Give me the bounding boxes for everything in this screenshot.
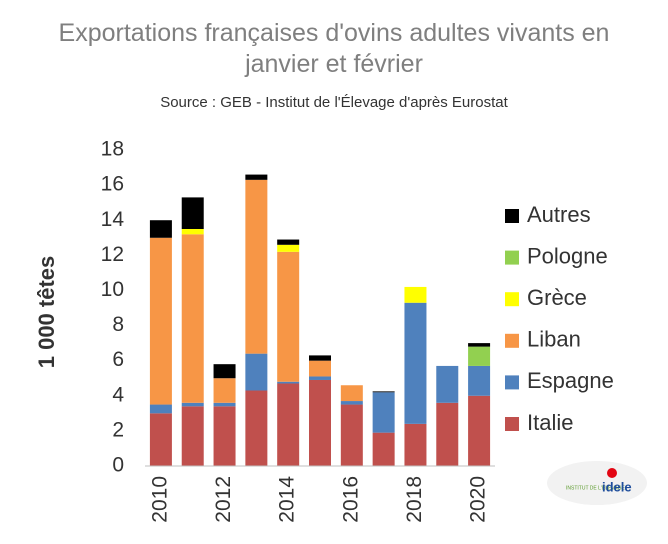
y-tick-label: 2 [112, 418, 124, 441]
y-tick-label: 6 [112, 348, 124, 371]
legend-swatch [505, 292, 519, 307]
chart-title: Exportations françaises d'ovins adultes … [58, 19, 610, 78]
bar-segment [436, 365, 459, 403]
chart-subtitle: Source : GEB - Institut de l'Élevage d'a… [160, 94, 508, 111]
x-tick-label: 2010 [148, 476, 171, 523]
y-tick-label: 16 [101, 173, 124, 196]
x-tick-label: 2020 [467, 476, 490, 523]
logo-brand: idele [602, 479, 632, 494]
bar-segment [245, 174, 268, 180]
legend-label: Autres [527, 202, 591, 227]
logo-dot [607, 468, 617, 478]
bar-segment [181, 197, 204, 229]
bar-segment [404, 302, 427, 424]
legend-label: Liban [527, 327, 581, 352]
bar-segment [404, 423, 427, 466]
bar-segment [309, 355, 331, 361]
bar-segment [181, 229, 204, 235]
bar-segment [213, 402, 236, 407]
bar-segment [149, 413, 172, 466]
bar-segment [340, 404, 363, 466]
bar-segment [245, 390, 268, 466]
bar-segment [213, 364, 236, 379]
legend-swatch [505, 375, 519, 390]
logo-bg [547, 461, 647, 505]
bar-segment [277, 383, 300, 466]
legend-swatch [505, 250, 519, 265]
bar-segment [277, 381, 300, 384]
bar-segment [149, 220, 172, 238]
bar-segment [213, 406, 236, 466]
y-axis-label: 1 000 têtes [34, 256, 59, 369]
legend-swatch [505, 417, 519, 431]
bar-segment [436, 402, 459, 466]
bar-segment [277, 239, 300, 245]
logo: INSTITUT DE L'ÉLEVAGE idele [547, 461, 647, 505]
y-tick-label: 18 [101, 138, 124, 161]
x-tick-label: 2014 [276, 476, 299, 523]
bar-segment [372, 392, 395, 433]
y-tick-label: 14 [101, 208, 125, 231]
y-tick-label: 0 [112, 454, 124, 477]
bar-segment [468, 365, 491, 396]
bar-segment [149, 237, 172, 405]
bar-segment [277, 244, 300, 252]
x-tick-label: 2018 [403, 476, 426, 523]
bar-segment [245, 353, 268, 391]
x-tick-label: 2016 [339, 476, 362, 523]
bar-segment [277, 251, 300, 382]
bar-segment [340, 385, 363, 402]
legend-swatch [505, 333, 519, 348]
x-tick-label: 2012 [212, 476, 235, 523]
bar-segment [372, 432, 395, 466]
bar-segment [245, 179, 268, 354]
legend-label: Italie [527, 410, 573, 435]
bar-segment [372, 391, 395, 393]
bar-segment [468, 395, 491, 466]
legend-swatch [505, 209, 519, 223]
legend-label: Grèce [527, 285, 587, 310]
logo-small: INSTITUT DE L'ÉLEVAGE [566, 484, 626, 491]
bar-segment [468, 346, 491, 366]
legend-label: Espagne [527, 368, 614, 393]
bar-segment [309, 376, 331, 380]
bar-segment [340, 401, 363, 405]
bar-segment [309, 360, 331, 377]
bar-segment [181, 234, 204, 403]
bar-segment [181, 402, 204, 407]
y-tick-label: 10 [101, 278, 124, 301]
bar-segment [181, 406, 204, 466]
bar-segment [468, 343, 491, 347]
legend-label: Pologne [527, 243, 608, 268]
bar-segment [404, 286, 427, 303]
bar-segment [149, 404, 172, 414]
y-tick-label: 12 [101, 243, 124, 266]
y-tick-label: 4 [112, 383, 124, 406]
y-tick-label: 8 [112, 313, 124, 336]
bar-segment [309, 379, 331, 466]
bar-segment [213, 378, 236, 403]
